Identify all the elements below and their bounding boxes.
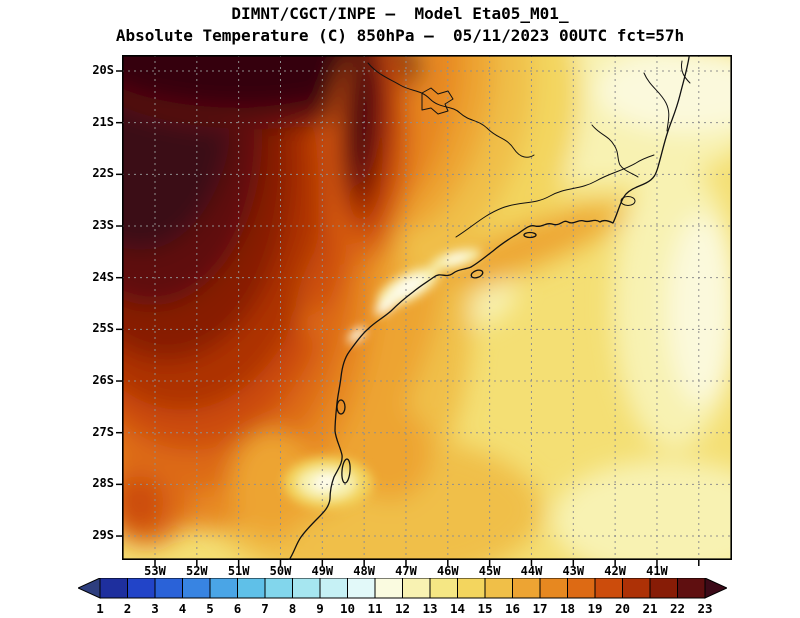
colorbar-cell <box>319 577 348 599</box>
island-sao-francisco <box>336 399 346 415</box>
colorbar-tick-label: 8 <box>289 601 297 616</box>
island-florianopolis <box>341 458 351 484</box>
map-plot-area: 20S 21S 22S 23S 24S 25S 26S 27S 28S 29S 53W 52W 51W… <box>92 55 733 578</box>
reservoir-outline <box>421 87 454 115</box>
lat-label-23S: 23S <box>92 218 114 232</box>
colorbar-cell <box>649 577 678 599</box>
island-ilhabela <box>470 269 484 279</box>
colorbar-cell <box>429 577 458 599</box>
lat-label-21S: 21S <box>92 114 114 129</box>
lat-label-28S: 28S <box>92 476 114 491</box>
lat-label-25S: 25S <box>92 321 114 336</box>
lat-label-27S: 27S <box>92 424 114 439</box>
lon-label-43W: 43W <box>562 564 585 578</box>
colorbar-tick-label: 4 <box>179 601 187 616</box>
lat-label-22S: 22S <box>92 166 114 181</box>
colorbar-tick-label: 22 <box>670 601 685 616</box>
colorbar-cell <box>539 577 568 599</box>
coastline-southeast-brazil <box>288 55 691 560</box>
coastline-overlay <box>288 55 691 560</box>
colorbar-tick-label: 18 <box>560 601 575 616</box>
colorbar-tick-label: 16 <box>505 601 520 616</box>
colorbar-cell <box>182 577 211 599</box>
river-paraiba-do-sul <box>455 154 655 238</box>
colorbar-tick-label: 5 <box>206 601 214 616</box>
lon-label-52W: 52W <box>185 564 208 578</box>
lagoon-outline <box>620 196 636 206</box>
colorbar-cell <box>457 577 486 599</box>
lon-label-47W: 47W <box>395 564 417 578</box>
lon-label-51W: 51W <box>227 564 250 578</box>
colorbar-cell <box>512 577 541 599</box>
colorbar-cell <box>594 577 623 599</box>
colorbar-cell <box>264 577 293 599</box>
colorbar-cell <box>237 577 266 599</box>
colorbar-tick-label: 23 <box>697 601 712 616</box>
colorbar-tick-label: 3 <box>151 601 159 616</box>
lon-label-50W: 50W <box>269 564 292 578</box>
river-espirito-santo <box>643 72 670 132</box>
lon-label-46W: 46W <box>436 564 459 578</box>
colorbar-tick-label: 11 <box>367 601 382 616</box>
colorbar-tick-label: 1 <box>96 601 104 616</box>
lat-label-24S: 24S <box>92 269 114 284</box>
river-doce <box>681 60 691 84</box>
colorbar-tick-label: 17 <box>532 601 547 616</box>
colorbar-tick-label: 13 <box>422 601 437 616</box>
lat-label-26S: 26S <box>92 373 114 388</box>
colorbar-arrow-left <box>76 577 101 599</box>
colorbar-cell <box>622 577 651 599</box>
colorbar-cell <box>402 577 431 599</box>
colorbar-tick-label: 12 <box>395 601 410 616</box>
colorbar-tick-label: 2 <box>124 601 132 616</box>
chart-title-line2: Absolute Temperature (C) 850hPa – 05/11/… <box>115 26 685 45</box>
colorbar-tick-label: 10 <box>340 601 355 616</box>
colorbar-cell <box>99 577 128 599</box>
colorbar: 1 2 3 4 5 6 7 8 9 10 11 12 13 14 15 16 17 18 19 20 21 22 23 <box>76 577 729 618</box>
colorbar-cell <box>154 577 183 599</box>
colorbar-cell <box>292 577 321 599</box>
colorbar-tick-label: 19 <box>587 601 602 616</box>
colorbar-arrow-right <box>704 577 729 599</box>
lat-label-20S: 20S <box>92 63 114 77</box>
colorbar-tick-label: 20 <box>615 601 630 616</box>
colorbar-cell <box>347 577 376 599</box>
lon-label-48W: 48W <box>353 564 375 578</box>
chart-title-line1: DIMNT/CGCT/INPE – Model Eta05_M01_ <box>231 4 569 23</box>
colorbar-tick-label: 9 <box>316 601 324 616</box>
river-tributary <box>591 124 639 178</box>
colorbar-tick-label: 6 <box>234 601 242 616</box>
river-grande <box>367 62 535 158</box>
lon-label-53W: 53W <box>144 564 166 578</box>
colorbar-scale: 1 2 3 4 5 6 7 8 9 10 11 12 13 14 15 16 17 18 19 20 21 22 23 <box>76 577 729 616</box>
island-ilha-grande <box>523 231 537 239</box>
colorbar-cell <box>484 577 513 599</box>
grid-overlay <box>116 55 733 566</box>
colorbar-cell <box>209 577 238 599</box>
map-frame <box>122 55 733 560</box>
colorbar-tick-label: 7 <box>261 601 269 616</box>
colorbar-cell <box>677 577 706 599</box>
lon-label-45W: 45W <box>478 564 501 578</box>
colorbar-cell <box>127 577 156 599</box>
colorbar-tick-label: 15 <box>477 601 492 616</box>
lon-label-44W: 44W <box>520 564 543 578</box>
colorbar-tick-label: 14 <box>450 601 465 616</box>
lat-label-29S: 29S <box>92 528 114 543</box>
lon-label-41W: 41W <box>646 564 668 578</box>
colorbar-cell <box>567 577 596 599</box>
lon-label-42W: 42W <box>604 564 626 578</box>
colorbar-cell <box>374 577 403 599</box>
colorbar-tick-label: 21 <box>642 601 657 616</box>
lon-label-49W: 49W <box>311 564 334 578</box>
